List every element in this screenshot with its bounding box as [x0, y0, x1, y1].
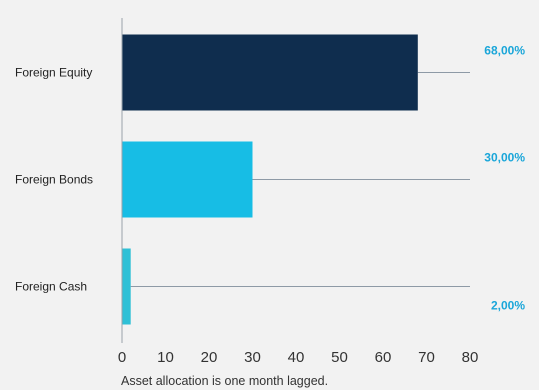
footnote: Asset allocation is one month lagged. — [121, 374, 328, 388]
x-tick-label: 80 — [462, 349, 479, 366]
x-tick-label: 30 — [244, 349, 261, 366]
category-label: Foreign Equity — [15, 66, 92, 80]
category-labels: Foreign Equity Foreign Bonds Foreign Cash — [15, 66, 93, 294]
category-label: Foreign Bonds — [15, 173, 93, 187]
x-tick-label: 0 — [118, 349, 126, 366]
x-tick-label: 20 — [201, 349, 218, 366]
data-label: 68,00% — [484, 44, 525, 58]
x-axis-ticks: 0 10 20 30 40 50 60 70 80 — [118, 349, 479, 366]
bar — [122, 141, 253, 218]
x-tick-label: 10 — [157, 349, 174, 366]
x-tick-label: 40 — [288, 349, 305, 366]
data-label: 30,00% — [484, 151, 525, 165]
value-labels: 68,00% 30,00% 2,00% — [484, 44, 525, 313]
leader-lines — [130, 72, 470, 287]
x-tick-label: 70 — [418, 349, 435, 366]
bar — [122, 34, 418, 111]
category-label: Foreign Cash — [15, 280, 87, 294]
x-tick-label: 60 — [375, 349, 392, 366]
x-tick-label: 50 — [331, 349, 348, 366]
bar — [122, 248, 131, 325]
bar-group — [122, 34, 418, 325]
data-label: 2,00% — [491, 299, 525, 313]
